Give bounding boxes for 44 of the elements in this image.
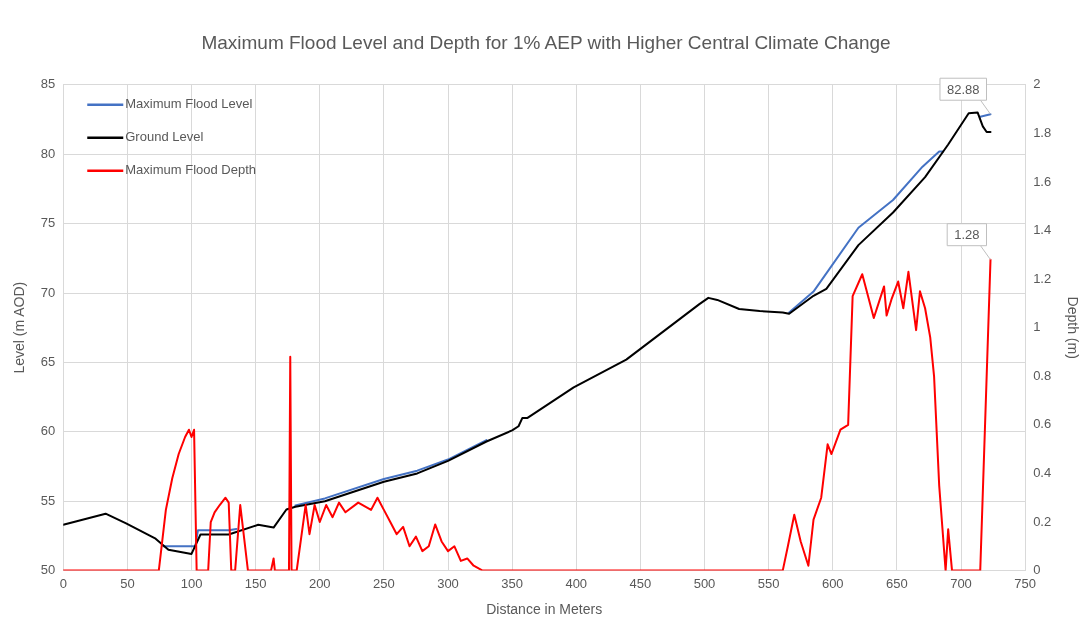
y-tick-label: 50 [40, 562, 56, 578]
x-tick-label: 300 [437, 575, 459, 591]
x-axis-title: Distance in Meters [486, 601, 603, 618]
x-tick-label: 100 [180, 575, 203, 591]
x-tick-label: 50 [120, 575, 135, 591]
x-tick-label: 450 [629, 575, 652, 591]
x-tick-label: 500 [693, 575, 716, 591]
y2-axis-title: Depth (m) [1064, 296, 1081, 359]
x-tick-label: 250 [373, 575, 395, 591]
y2-tick-label: 1.4 [1033, 222, 1052, 238]
data-label: 82.88 [946, 81, 980, 97]
y-tick-label: 85 [40, 76, 56, 92]
data-label: 1.28 [954, 227, 980, 243]
y2-tick-label: 0.6 [1033, 416, 1052, 432]
y-tick-label: 65 [40, 353, 56, 369]
y-tick-label: 80 [40, 145, 56, 161]
x-tick-label: 750 [1014, 575, 1036, 591]
y2-tick-label: 0 [1033, 562, 1041, 578]
x-tick-label: 150 [244, 575, 267, 591]
y-axis-title: Level (m AOD) [11, 281, 28, 374]
x-tick-label: 400 [565, 575, 588, 591]
legend-label: Ground Level [125, 129, 204, 145]
y2-tick-label: 1 [1033, 319, 1041, 335]
y2-tick-label: 0.4 [1033, 465, 1052, 481]
y2-tick-label: 2 [1033, 76, 1041, 92]
x-tick-label: 550 [757, 575, 780, 591]
x-tick-label: 600 [821, 575, 844, 591]
y2-tick-label: 1.8 [1033, 124, 1052, 140]
y2-tick-label: 1.6 [1033, 173, 1052, 189]
chart-title: Maximum Flood Level and Depth for 1% AEP with Higher Central Climate Change [201, 31, 891, 53]
x-tick-label: 0 [59, 575, 67, 591]
y-tick-label: 55 [40, 492, 56, 508]
y2-tick-label: 0.8 [1033, 367, 1052, 383]
y2-tick-label: 0.2 [1033, 513, 1052, 529]
legend-label: Maximum Flood Level [125, 96, 253, 112]
legend-label: Maximum Flood Depth [125, 162, 257, 178]
x-tick-label: 700 [950, 575, 972, 591]
y-tick-label: 60 [40, 423, 56, 439]
y-tick-label: 75 [40, 215, 56, 231]
x-tick-label: 350 [501, 575, 523, 591]
y-tick-label: 70 [40, 284, 56, 300]
x-tick-label: 200 [308, 575, 331, 591]
y2-tick-label: 1.2 [1033, 270, 1052, 286]
x-tick-label: 650 [886, 575, 908, 591]
